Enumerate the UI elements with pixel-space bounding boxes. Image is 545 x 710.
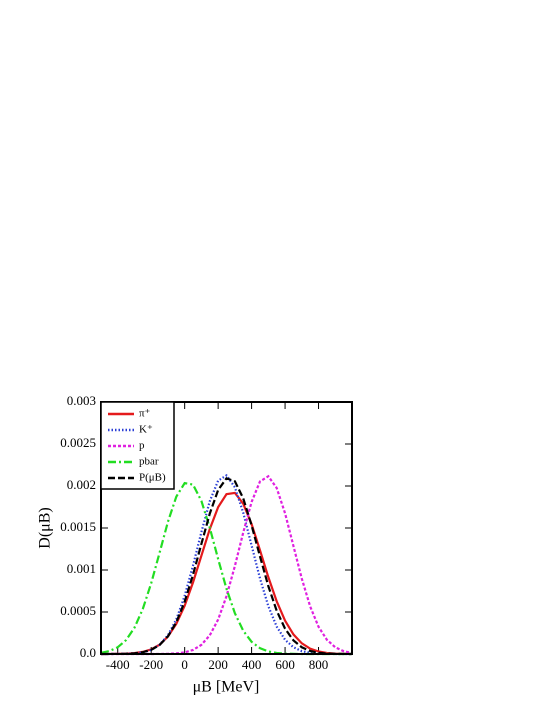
legend-label: pbar	[139, 456, 159, 468]
y-tick-label: 0.0005	[60, 603, 96, 618]
x-tick-label: 600	[275, 657, 295, 672]
legend-label: K⁺	[139, 424, 153, 436]
x-tick-label: 400	[242, 657, 262, 672]
y-axis-label: D(μB)	[37, 507, 54, 548]
series-line	[100, 481, 352, 656]
x-tick-label: -200	[139, 657, 163, 672]
y-tick-label: 0.0015	[60, 519, 96, 534]
y-tick-label: 0.0025	[60, 435, 96, 450]
legend-label: P(μB)	[139, 472, 166, 484]
series-line	[101, 474, 353, 656]
y-tick-label: 0.0	[80, 645, 96, 660]
plot-frame	[100, 401, 353, 655]
x-tick-label: 800	[309, 657, 329, 672]
x-tick-label: 200	[208, 657, 228, 672]
x-tick-label: -400	[106, 657, 130, 672]
y-tick-label: 0.002	[67, 477, 96, 492]
legend-label: π⁺	[139, 408, 151, 420]
series-line	[100, 473, 352, 656]
legend-label: p	[139, 440, 145, 452]
x-axis-label: μB [MeV]	[193, 679, 260, 696]
y-tick-label: 0.003	[67, 393, 96, 408]
y-tick-label: 0.001	[67, 561, 96, 576]
series-line	[100, 476, 353, 656]
series-line	[100, 491, 353, 656]
x-tick-label: 0	[181, 657, 188, 672]
